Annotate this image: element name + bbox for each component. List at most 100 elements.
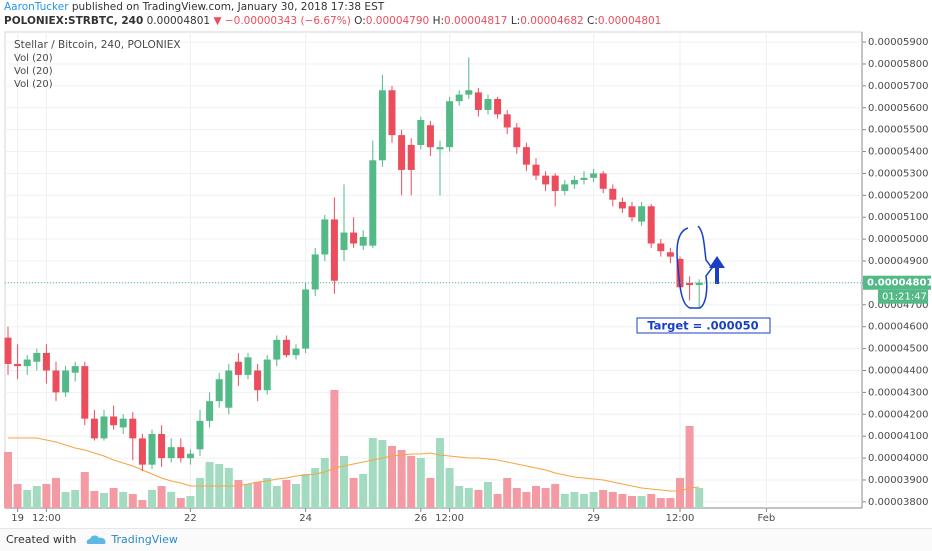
candle-body <box>321 219 329 255</box>
volume-bar <box>109 488 118 508</box>
brand[interactable]: TradingView <box>111 533 178 546</box>
candle-body <box>71 366 79 373</box>
candle-body <box>561 184 569 191</box>
candle-body <box>186 453 194 459</box>
candle-body <box>273 339 281 360</box>
volume-bar <box>311 468 320 508</box>
ohlc-label: O: <box>354 15 366 27</box>
arrow-head <box>709 256 725 268</box>
candle-body <box>686 282 694 286</box>
candle-body <box>177 447 185 459</box>
volume-bar <box>224 468 233 508</box>
volume-bar <box>378 440 387 508</box>
volume-bar <box>292 484 300 508</box>
volume-bar <box>330 390 339 508</box>
logo <box>86 535 106 544</box>
candle-body <box>42 352 50 371</box>
volume-bar <box>138 500 147 508</box>
ohlc-value: 0.00004801 <box>597 15 662 27</box>
volume-bar <box>253 482 262 508</box>
candle-body <box>234 361 242 375</box>
candle-body <box>225 370 233 408</box>
candle-body <box>350 232 358 244</box>
candle-body <box>522 147 530 165</box>
candle-body <box>417 120 425 145</box>
y-tick-label: 0.00005000 <box>868 234 928 245</box>
volume-ma-line <box>8 437 700 492</box>
volume-bar <box>599 490 608 508</box>
candle-body <box>311 254 319 290</box>
y-tick-label: 0.00005900 <box>868 37 928 48</box>
symbol: POLONIEX:STRBTC, 240 <box>4 15 144 27</box>
ohlc-label: H: <box>432 15 445 27</box>
candle-body <box>215 379 223 402</box>
candle-body <box>244 357 252 375</box>
author[interactable]: AaronTucker <box>4 1 69 13</box>
volume-bar <box>416 458 425 508</box>
candle-body <box>206 401 214 421</box>
volume-bar <box>282 480 291 508</box>
y-tick-label: 0.00005600 <box>868 103 928 114</box>
candle-body <box>110 416 118 426</box>
y-tick-label: 0.00004500 <box>868 344 928 355</box>
volume-bar <box>436 438 444 508</box>
candle-body <box>302 289 310 349</box>
published: published on TradingView.com, January 30… <box>71 1 385 13</box>
y-tick-label: 0.00004100 <box>868 431 928 442</box>
volume-bar <box>349 478 358 508</box>
candle-body <box>196 420 204 450</box>
volume-bar <box>301 474 310 508</box>
y-tick-label: 0.00004400 <box>868 365 928 376</box>
volume-bar <box>685 426 694 508</box>
x-tick-label: 12:00 <box>435 513 464 524</box>
candle-body <box>676 258 684 288</box>
volume-bar <box>176 498 185 508</box>
volume-bar <box>628 496 636 508</box>
volume-bar <box>580 494 588 508</box>
candle-body <box>551 175 559 191</box>
volume-bar <box>522 492 531 508</box>
volume-bar <box>647 494 656 508</box>
candle-body <box>292 348 300 356</box>
created-with: Created with <box>6 533 77 546</box>
volume-bar <box>493 494 502 508</box>
y-tick-label: 0.00005800 <box>868 59 928 70</box>
volume-bar <box>368 438 377 508</box>
candle-body <box>407 144 415 170</box>
candle-body <box>465 90 473 95</box>
candle-body <box>657 243 665 252</box>
candle-body <box>148 433 156 465</box>
volume-bar <box>128 494 137 508</box>
header: AaronTucker published on TradingView.com… <box>4 0 661 28</box>
volume-bar <box>80 472 89 508</box>
header-line: AaronTucker published on TradingView.com… <box>4 0 661 14</box>
candle-body <box>513 127 521 148</box>
y-tick-label: 0.00004900 <box>868 256 928 267</box>
volume-bar <box>61 492 70 508</box>
volume-bar <box>426 478 435 508</box>
y-tick-label: 0.00005300 <box>868 168 928 179</box>
volume-bar <box>234 480 243 508</box>
last-price-box <box>863 275 931 290</box>
ohlc-value: 0.00004817 <box>444 15 508 27</box>
legend-entry: Vol (20) <box>14 53 53 64</box>
volume-bar <box>13 484 22 508</box>
annotation-box <box>636 317 771 334</box>
volume-bar <box>464 488 473 508</box>
ohlc-value: 0.00004682 <box>520 15 584 27</box>
candle-body <box>618 201 626 209</box>
x-tick-label: 12:00 <box>32 513 61 524</box>
candle-body <box>388 90 396 136</box>
candle-body <box>484 98 492 110</box>
volume-bar <box>388 446 396 508</box>
candle-body <box>33 352 41 362</box>
candle-body <box>282 339 290 356</box>
x-tick-label: Feb <box>758 513 776 524</box>
candle-body <box>628 206 636 218</box>
volume-bar <box>503 478 512 508</box>
candle-body <box>398 135 406 170</box>
candle-body <box>580 177 588 181</box>
candle-body <box>340 232 348 251</box>
volume-bar <box>52 478 60 508</box>
volume-bar <box>532 486 540 508</box>
